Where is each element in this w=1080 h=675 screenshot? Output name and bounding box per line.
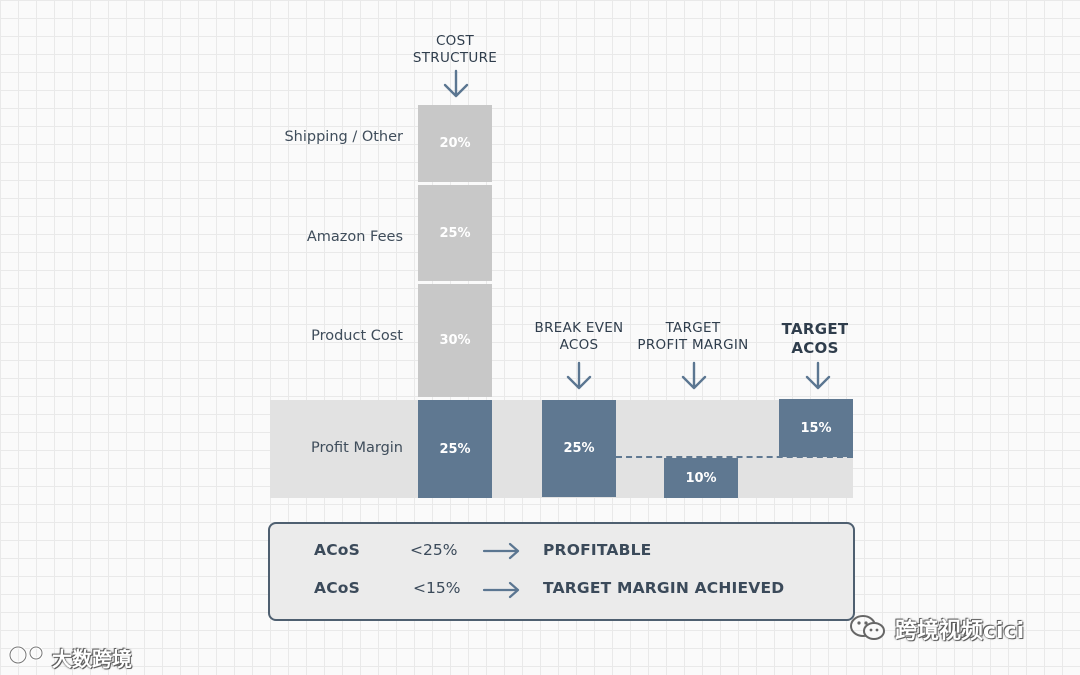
break-even-acos-header: BREAK EVEN ACOS <box>534 320 624 353</box>
arrow-right-icon <box>482 581 520 599</box>
watermark-bottom-right: 跨境视频cici <box>895 619 1025 644</box>
row-label-amazon-fees: Amazon Fees <box>306 229 403 245</box>
target-acos-header: TARGET ACOS <box>781 320 849 357</box>
target-acos-value: 15% <box>800 420 832 436</box>
legend-row1-result: PROFITABLE <box>543 541 652 559</box>
arrow-down-icon <box>443 69 469 98</box>
watermark-bottom-left: 大数跨境 <box>52 647 132 671</box>
segment-profit-margin-value: 25% <box>439 441 471 457</box>
legend-row2-threshold: <15% <box>413 579 461 597</box>
segment-product-cost-value: 30% <box>439 333 471 348</box>
arrow-down-icon <box>805 361 831 390</box>
segment-shipping-value: 20% <box>439 136 471 151</box>
legend-row1-metric: ACoS <box>314 541 360 559</box>
legend-row1-threshold: <25% <box>410 541 458 559</box>
break-even-bar: 25% <box>542 400 616 497</box>
segment-shipping: 20% <box>418 105 492 182</box>
target-profit-margin-header: TARGET PROFIT MARGIN <box>637 320 749 353</box>
arrow-right-icon <box>482 542 520 560</box>
row-label-shipping: Shipping / Other <box>284 129 403 145</box>
segment-product-cost: 30% <box>418 284 492 397</box>
arrow-down-icon <box>566 361 592 390</box>
target-profit-bar: 10% <box>664 458 738 498</box>
wechat-icon <box>850 615 885 640</box>
dashed-threshold-line <box>616 456 853 458</box>
target-profit-value: 10% <box>685 470 717 486</box>
legend-panel <box>268 522 855 621</box>
legend-row2-result: TARGET MARGIN ACHIEVED <box>543 579 785 597</box>
row-label-product-cost: Product Cost <box>311 328 403 344</box>
cost-structure-header: COST STRUCTURE <box>412 33 498 66</box>
target-acos-bar: 15% <box>779 399 853 457</box>
segment-amazon-fees: 25% <box>418 185 492 281</box>
watermark-logo-icon <box>8 645 44 665</box>
break-even-value: 25% <box>563 441 595 456</box>
legend-row2-metric: ACoS <box>314 579 360 597</box>
segment-amazon-fees-value: 25% <box>439 225 471 241</box>
arrow-down-icon <box>681 361 707 390</box>
row-label-profit-margin: Profit Margin <box>311 440 403 456</box>
segment-profit-margin: 25% <box>418 400 492 498</box>
